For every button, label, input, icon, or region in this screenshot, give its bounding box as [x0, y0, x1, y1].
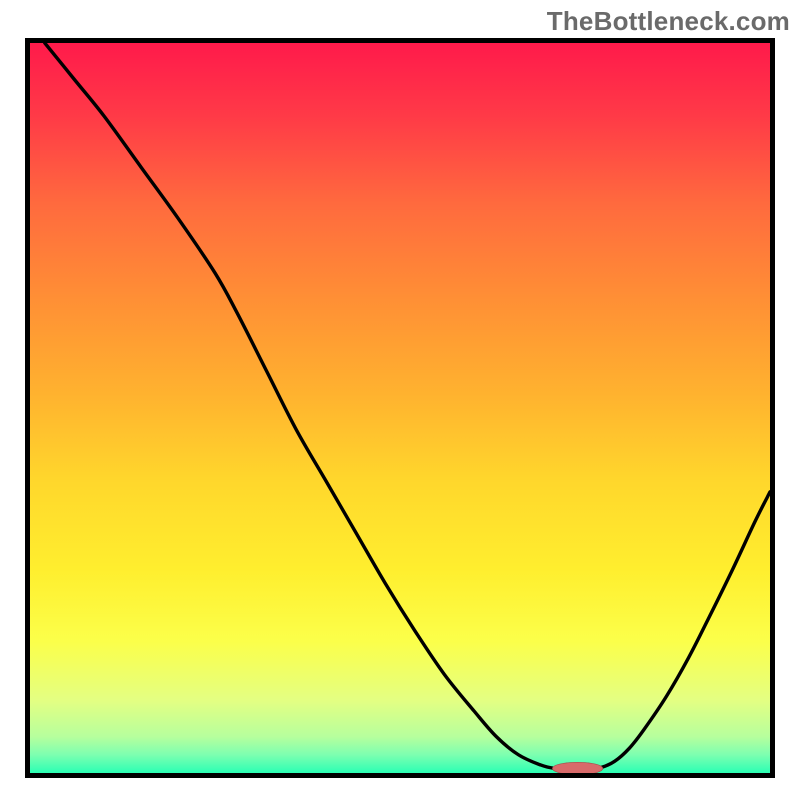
plot-background — [30, 43, 770, 773]
watermark-text: TheBottleneck.com — [547, 6, 790, 37]
plot-svg — [0, 0, 800, 800]
optimum-marker — [552, 762, 602, 774]
bottleneck-chart: TheBottleneck.com — [0, 0, 800, 800]
